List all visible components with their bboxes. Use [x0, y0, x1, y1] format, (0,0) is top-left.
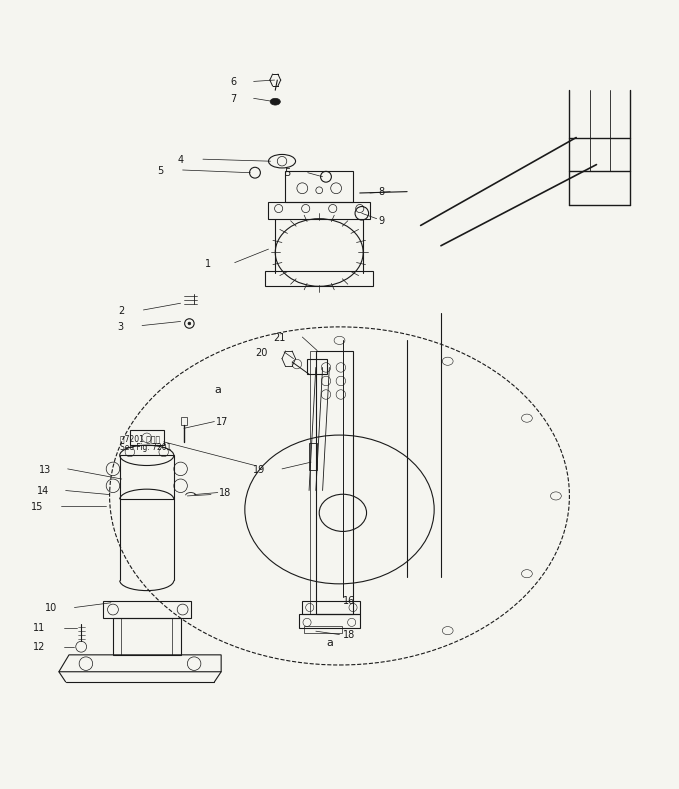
Bar: [309, 443, 317, 470]
Text: 第7201 図参照: 第7201 図参照: [120, 434, 160, 443]
Text: 16: 16: [343, 596, 355, 606]
Circle shape: [188, 322, 191, 325]
Text: a: a: [215, 385, 221, 394]
Ellipse shape: [270, 99, 280, 105]
Text: 5: 5: [285, 168, 291, 178]
Text: 6: 6: [231, 77, 237, 87]
Text: 15: 15: [31, 502, 43, 512]
Text: 11: 11: [33, 623, 45, 634]
Text: 17: 17: [217, 417, 229, 427]
Text: 4: 4: [178, 155, 184, 165]
Text: 1: 1: [205, 259, 211, 269]
Text: 18: 18: [219, 488, 232, 498]
Bar: [181, 417, 187, 425]
Text: 3: 3: [117, 322, 123, 332]
Bar: [285, 171, 353, 202]
Bar: [120, 455, 174, 499]
Text: 9: 9: [379, 215, 385, 226]
Text: a: a: [326, 638, 333, 649]
Bar: [304, 626, 342, 633]
Bar: [113, 618, 181, 655]
Text: 8: 8: [379, 187, 385, 197]
Text: 5: 5: [158, 166, 164, 177]
Text: 12: 12: [33, 642, 45, 653]
Text: 18: 18: [343, 630, 355, 640]
Text: 7: 7: [230, 94, 237, 104]
Bar: [316, 350, 353, 615]
Bar: [103, 600, 191, 618]
Bar: [130, 430, 164, 445]
Text: 13: 13: [39, 465, 51, 474]
Text: 21: 21: [273, 333, 285, 342]
Bar: [310, 350, 316, 615]
Bar: [302, 600, 360, 615]
Bar: [265, 271, 373, 286]
Text: 20: 20: [255, 348, 267, 357]
Text: 14: 14: [37, 486, 49, 496]
Text: 10: 10: [45, 603, 58, 613]
Text: 19: 19: [253, 465, 265, 474]
Text: 2: 2: [118, 305, 124, 316]
Text: See Fig. 7201: See Fig. 7201: [120, 443, 171, 452]
Bar: [307, 359, 327, 374]
Bar: [268, 202, 370, 219]
